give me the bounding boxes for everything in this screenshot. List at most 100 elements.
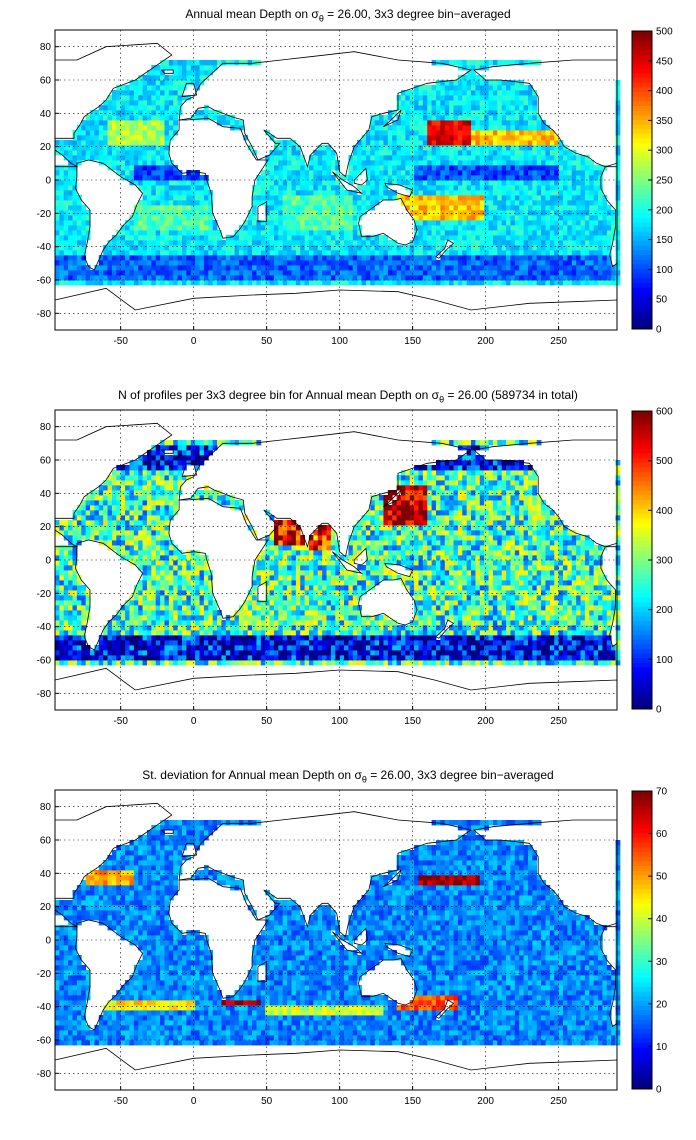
heatmap-cell [111, 640, 117, 646]
heatmap-cell [129, 220, 135, 226]
heatmap-cell [120, 270, 126, 276]
heatmap-cell [138, 85, 143, 91]
heatmap-cell [374, 115, 380, 121]
heatmap-cell [580, 635, 586, 641]
heatmap-cell [203, 75, 209, 81]
heatmap-cell [567, 640, 573, 646]
heatmap-cell [164, 235, 170, 241]
heatmap-cell [536, 235, 542, 241]
heatmap-cell [164, 105, 170, 111]
heatmap-cell [541, 145, 546, 151]
heatmap-cell [317, 640, 323, 646]
heatmap-cell [510, 100, 516, 106]
heatmap-cell [322, 170, 327, 176]
heatmap-cell [146, 635, 152, 641]
heatmap-cell [387, 175, 393, 181]
heatmap-cell [405, 260, 411, 266]
heatmap-cell [182, 635, 187, 641]
heatmap-cell [541, 140, 546, 146]
heatmap-cell [453, 145, 459, 151]
heatmap-cell [409, 165, 415, 171]
heatmap-cell [326, 240, 332, 246]
heatmap-cell [300, 640, 306, 646]
heatmap-cell [252, 215, 257, 221]
heatmap-cell [256, 650, 262, 656]
heatmap-cell [129, 170, 135, 176]
heatmap-cell [212, 270, 218, 276]
heatmap-cell [85, 210, 91, 216]
heatmap-cell [273, 245, 279, 251]
heatmap-cell [567, 235, 573, 241]
heatmap-cell [400, 105, 406, 111]
heatmap-cell [160, 645, 165, 651]
heatmap-cell [545, 230, 551, 236]
heatmap-cell [291, 240, 297, 246]
heatmap-cell [361, 140, 367, 146]
heatmap-cell [221, 60, 227, 66]
heatmap-cell [492, 270, 498, 276]
heatmap-cell [278, 155, 284, 161]
heatmap-cell [278, 235, 284, 241]
heatmap-cell [103, 100, 108, 106]
heatmap-cell [208, 275, 214, 281]
heatmap-cell [287, 165, 292, 171]
heatmap-cell [584, 635, 590, 641]
heatmap-cell [304, 270, 310, 276]
heatmap-cell [317, 230, 323, 236]
heatmap-cell [427, 215, 433, 221]
heatmap-cell [392, 255, 397, 261]
heatmap-cell [462, 160, 468, 166]
heatmap-cell [344, 190, 349, 196]
heatmap-cell [138, 155, 143, 161]
heatmap-cell [142, 215, 148, 221]
heatmap-cell [357, 185, 362, 191]
heatmap-cell [203, 640, 209, 646]
heatmap-cell [387, 110, 393, 116]
heatmap-cell [252, 225, 257, 231]
heatmap-cell [59, 260, 65, 266]
heatmap-cell [361, 240, 367, 246]
heatmap-cell [322, 635, 327, 641]
coastline [472, 59, 618, 168]
colorbar-swatch [632, 268, 652, 274]
heatmap-cell [418, 100, 424, 106]
heatmap-cell [55, 165, 60, 171]
colorbar-swatch [632, 68, 652, 74]
heatmap-cell [300, 210, 306, 216]
heatmap-cell [260, 275, 266, 281]
heatmap-cell [554, 280, 560, 286]
heatmap-cell [120, 655, 126, 661]
heatmap-cell [90, 275, 95, 281]
heatmap-cell [111, 625, 117, 631]
heatmap-cell [361, 640, 367, 646]
heatmap-cell [295, 640, 301, 646]
heatmap-cell [300, 660, 306, 666]
heatmap-cell [348, 155, 354, 161]
heatmap-cell [203, 180, 209, 186]
heatmap-cell [541, 210, 546, 216]
heatmap-cell [453, 240, 459, 246]
heatmap-cell [313, 655, 319, 661]
heatmap-cell [313, 195, 319, 201]
heatmap-cell [383, 235, 389, 241]
heatmap-cell [260, 250, 266, 256]
heatmap-cell [111, 110, 117, 116]
heatmap-cell [523, 660, 529, 666]
heatmap-cell [98, 105, 104, 111]
heatmap-cell [492, 655, 498, 661]
heatmap-cell [519, 145, 524, 151]
heatmap-cell [68, 225, 73, 231]
heatmap-cell [155, 80, 161, 86]
heatmap-cell [580, 220, 586, 226]
heatmap-cell [611, 265, 616, 271]
heatmap-cell [444, 210, 450, 216]
heatmap-cell [519, 110, 524, 116]
heatmap-cell [225, 265, 231, 271]
heatmap-cell [405, 265, 411, 271]
heatmap-cell [484, 130, 489, 136]
heatmap-cell [479, 100, 485, 106]
heatmap-cell [444, 130, 450, 136]
heatmap-cell [230, 235, 235, 241]
heatmap-cell [81, 145, 87, 151]
heatmap-cell [379, 255, 384, 261]
